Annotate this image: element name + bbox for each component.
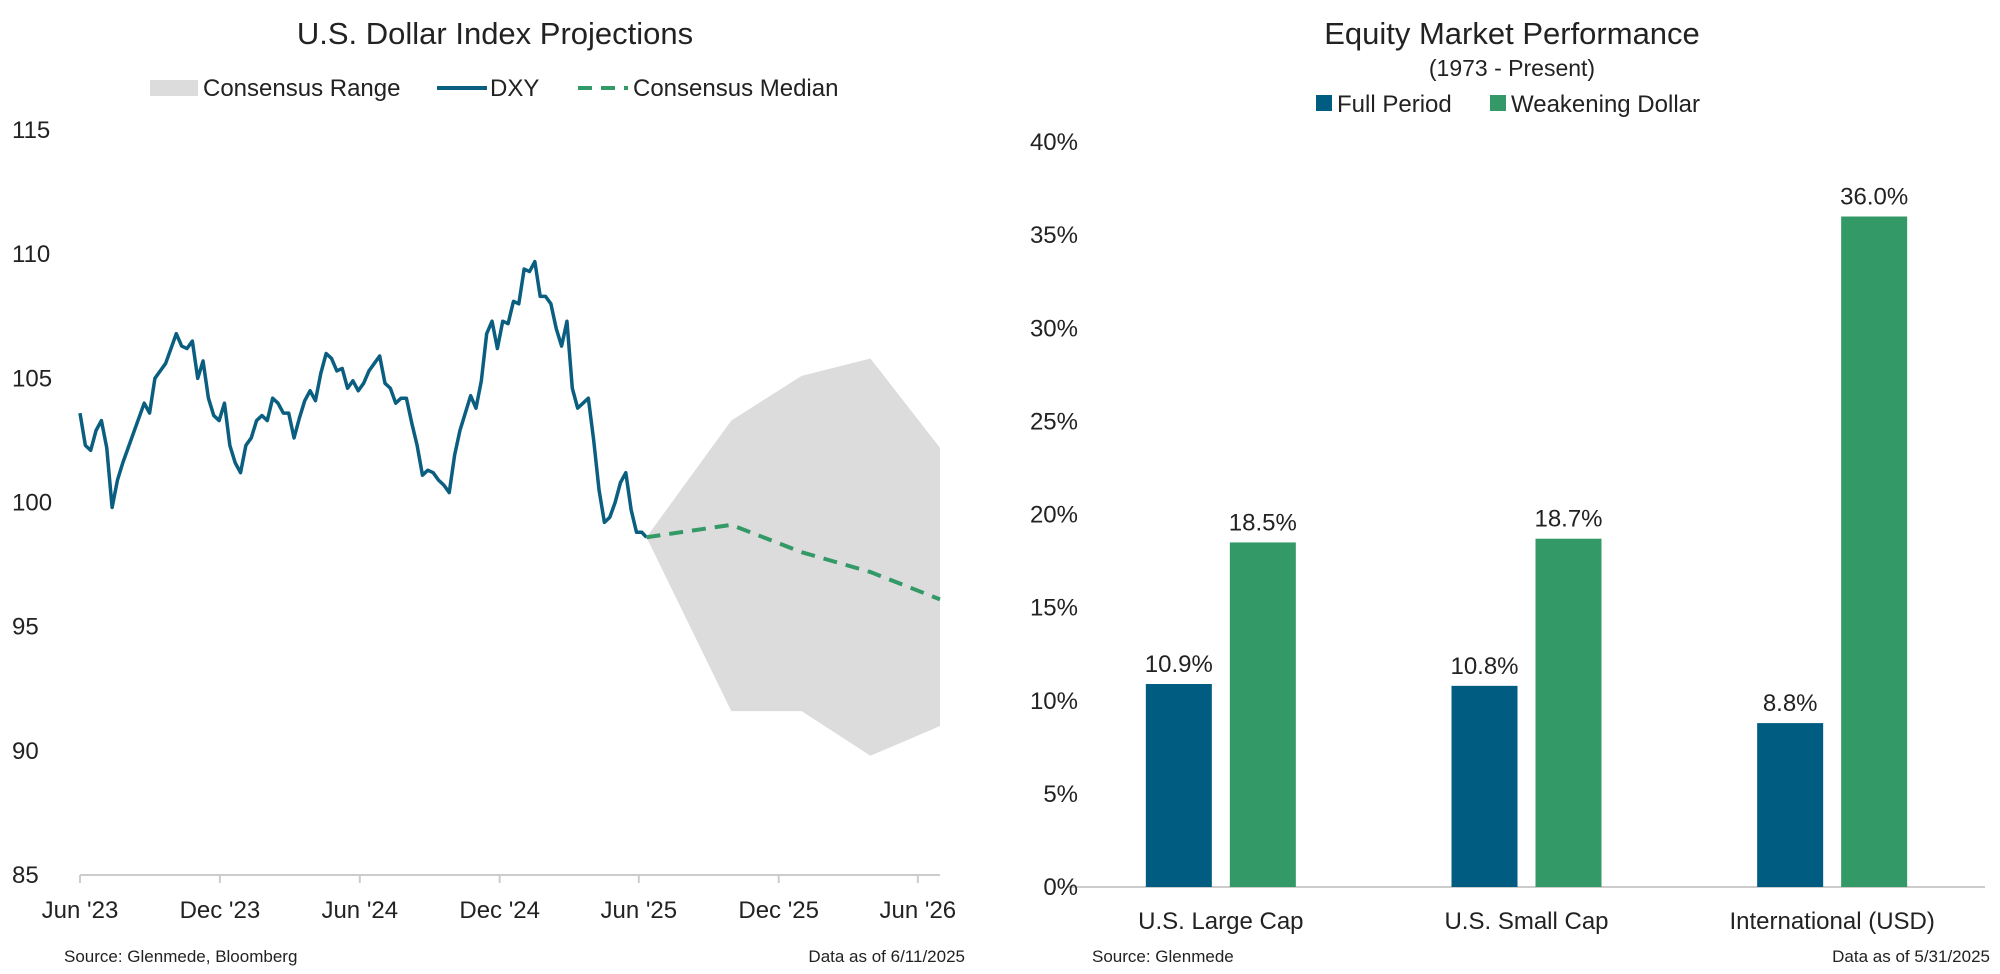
equity-date-note: Data as of 5/31/2025 xyxy=(1832,947,1990,966)
equity-y-ticks: 40% 35% 30% 25% 20% 15% 10% 5% 0% xyxy=(1030,129,1078,901)
bar-full-period xyxy=(1451,685,1518,887)
dxy-y-tick-label: 95 xyxy=(12,614,39,641)
legend-swatch-consensus-range xyxy=(150,80,198,96)
dxy-projection-chart: U.S. Dollar Index Projections Consensus … xyxy=(12,16,965,966)
equity-y-tick-label: 20% xyxy=(1030,502,1078,529)
legend-label-full-period: Full Period xyxy=(1337,91,1452,118)
dxy-y-tick-label: 90 xyxy=(12,738,39,765)
equity-x-ticks: U.S. Large Cap U.S. Small Cap Internationa… xyxy=(1138,908,1935,935)
dxy-x-tick-label: Jun '25 xyxy=(600,897,677,924)
dxy-y-tick-label: 85 xyxy=(12,862,39,889)
dxy-x-tick-label: Jun '23 xyxy=(42,897,119,924)
bar-value-label: 8.8% xyxy=(1763,690,1818,717)
bar-full-period xyxy=(1757,723,1824,887)
dxy-x-tick-label: Jun '24 xyxy=(321,897,398,924)
legend-label-dxy: DXY xyxy=(490,75,539,102)
equity-source-note: Source: Glenmede xyxy=(1092,947,1234,966)
dxy-x-tick-label: Dec '25 xyxy=(738,897,819,924)
equity-bars: 10.9% 18.5% 10.8% 18.7% 8.8% 36.0% xyxy=(1145,184,1908,887)
bar-weakening-dollar xyxy=(1229,542,1296,887)
dxy-y-ticks: 115 110 105 100 95 90 85 xyxy=(12,117,52,889)
dxy-x-tick-label: Dec '23 xyxy=(180,897,261,924)
equity-performance-chart: Equity Market Performance (1973 - Presen… xyxy=(1030,16,1990,966)
bar-full-period xyxy=(1145,683,1212,887)
equity-y-tick-label: 0% xyxy=(1043,874,1078,901)
equity-legend: Full Period Weakening Dollar xyxy=(1316,91,1700,118)
dxy-date-note: Data as of 6/11/2025 xyxy=(808,947,965,966)
equity-y-tick-label: 15% xyxy=(1030,595,1078,622)
dxy-y-tick-label: 105 xyxy=(12,365,52,392)
legend-swatch-weakening-dollar xyxy=(1490,95,1506,111)
bar-weakening-dollar xyxy=(1535,538,1602,887)
dxy-y-tick-label: 100 xyxy=(12,490,52,517)
legend-label-consensus-median: Consensus Median xyxy=(633,75,838,102)
dxy-y-tick-label: 110 xyxy=(12,241,50,268)
equity-y-tick-label: 5% xyxy=(1043,781,1078,808)
bar-value-label: 18.7% xyxy=(1534,506,1602,533)
bar-value-label: 36.0% xyxy=(1840,184,1908,211)
equity-y-tick-label: 30% xyxy=(1030,315,1078,342)
equity-category-label: International (USD) xyxy=(1729,908,1934,935)
consensus-range-area xyxy=(646,358,940,756)
dxy-x-tick-label: Jun '26 xyxy=(880,897,957,924)
dxy-chart-title: U.S. Dollar Index Projections xyxy=(297,16,693,51)
dxy-y-tick-label: 115 xyxy=(12,117,50,144)
legend-label-weakening-dollar: Weakening Dollar xyxy=(1511,91,1700,118)
bar-value-label: 10.9% xyxy=(1145,651,1213,678)
bar-value-label: 18.5% xyxy=(1229,509,1297,536)
equity-y-tick-label: 25% xyxy=(1030,408,1078,435)
equity-y-tick-label: 35% xyxy=(1030,222,1078,249)
equity-category-label: U.S. Large Cap xyxy=(1138,908,1303,935)
bar-value-label: 10.8% xyxy=(1450,653,1518,680)
equity-category-label: U.S. Small Cap xyxy=(1444,908,1608,935)
dxy-source-note: Source: Glenmede, Bloomberg xyxy=(64,947,297,966)
consensus-median-line xyxy=(646,522,941,602)
equity-chart-title: Equity Market Performance xyxy=(1324,16,1700,51)
dxy-series-line xyxy=(78,259,648,539)
equity-y-tick-label: 10% xyxy=(1030,688,1078,715)
dxy-x-tick-label: Dec '24 xyxy=(459,897,540,924)
dxy-legend: Consensus Range DXY Consensus Median xyxy=(150,75,838,102)
equity-chart-subtitle: (1973 - Present) xyxy=(1429,55,1595,81)
legend-label-consensus-range: Consensus Range xyxy=(203,75,400,102)
dxy-x-ticks: Jun '23 Dec '23 Jun '24 Dec '24 Jun '25 Dec '… xyxy=(42,875,956,924)
bar-weakening-dollar xyxy=(1841,216,1908,887)
equity-y-tick-label: 40% xyxy=(1030,129,1078,156)
legend-swatch-full-period xyxy=(1316,95,1332,111)
